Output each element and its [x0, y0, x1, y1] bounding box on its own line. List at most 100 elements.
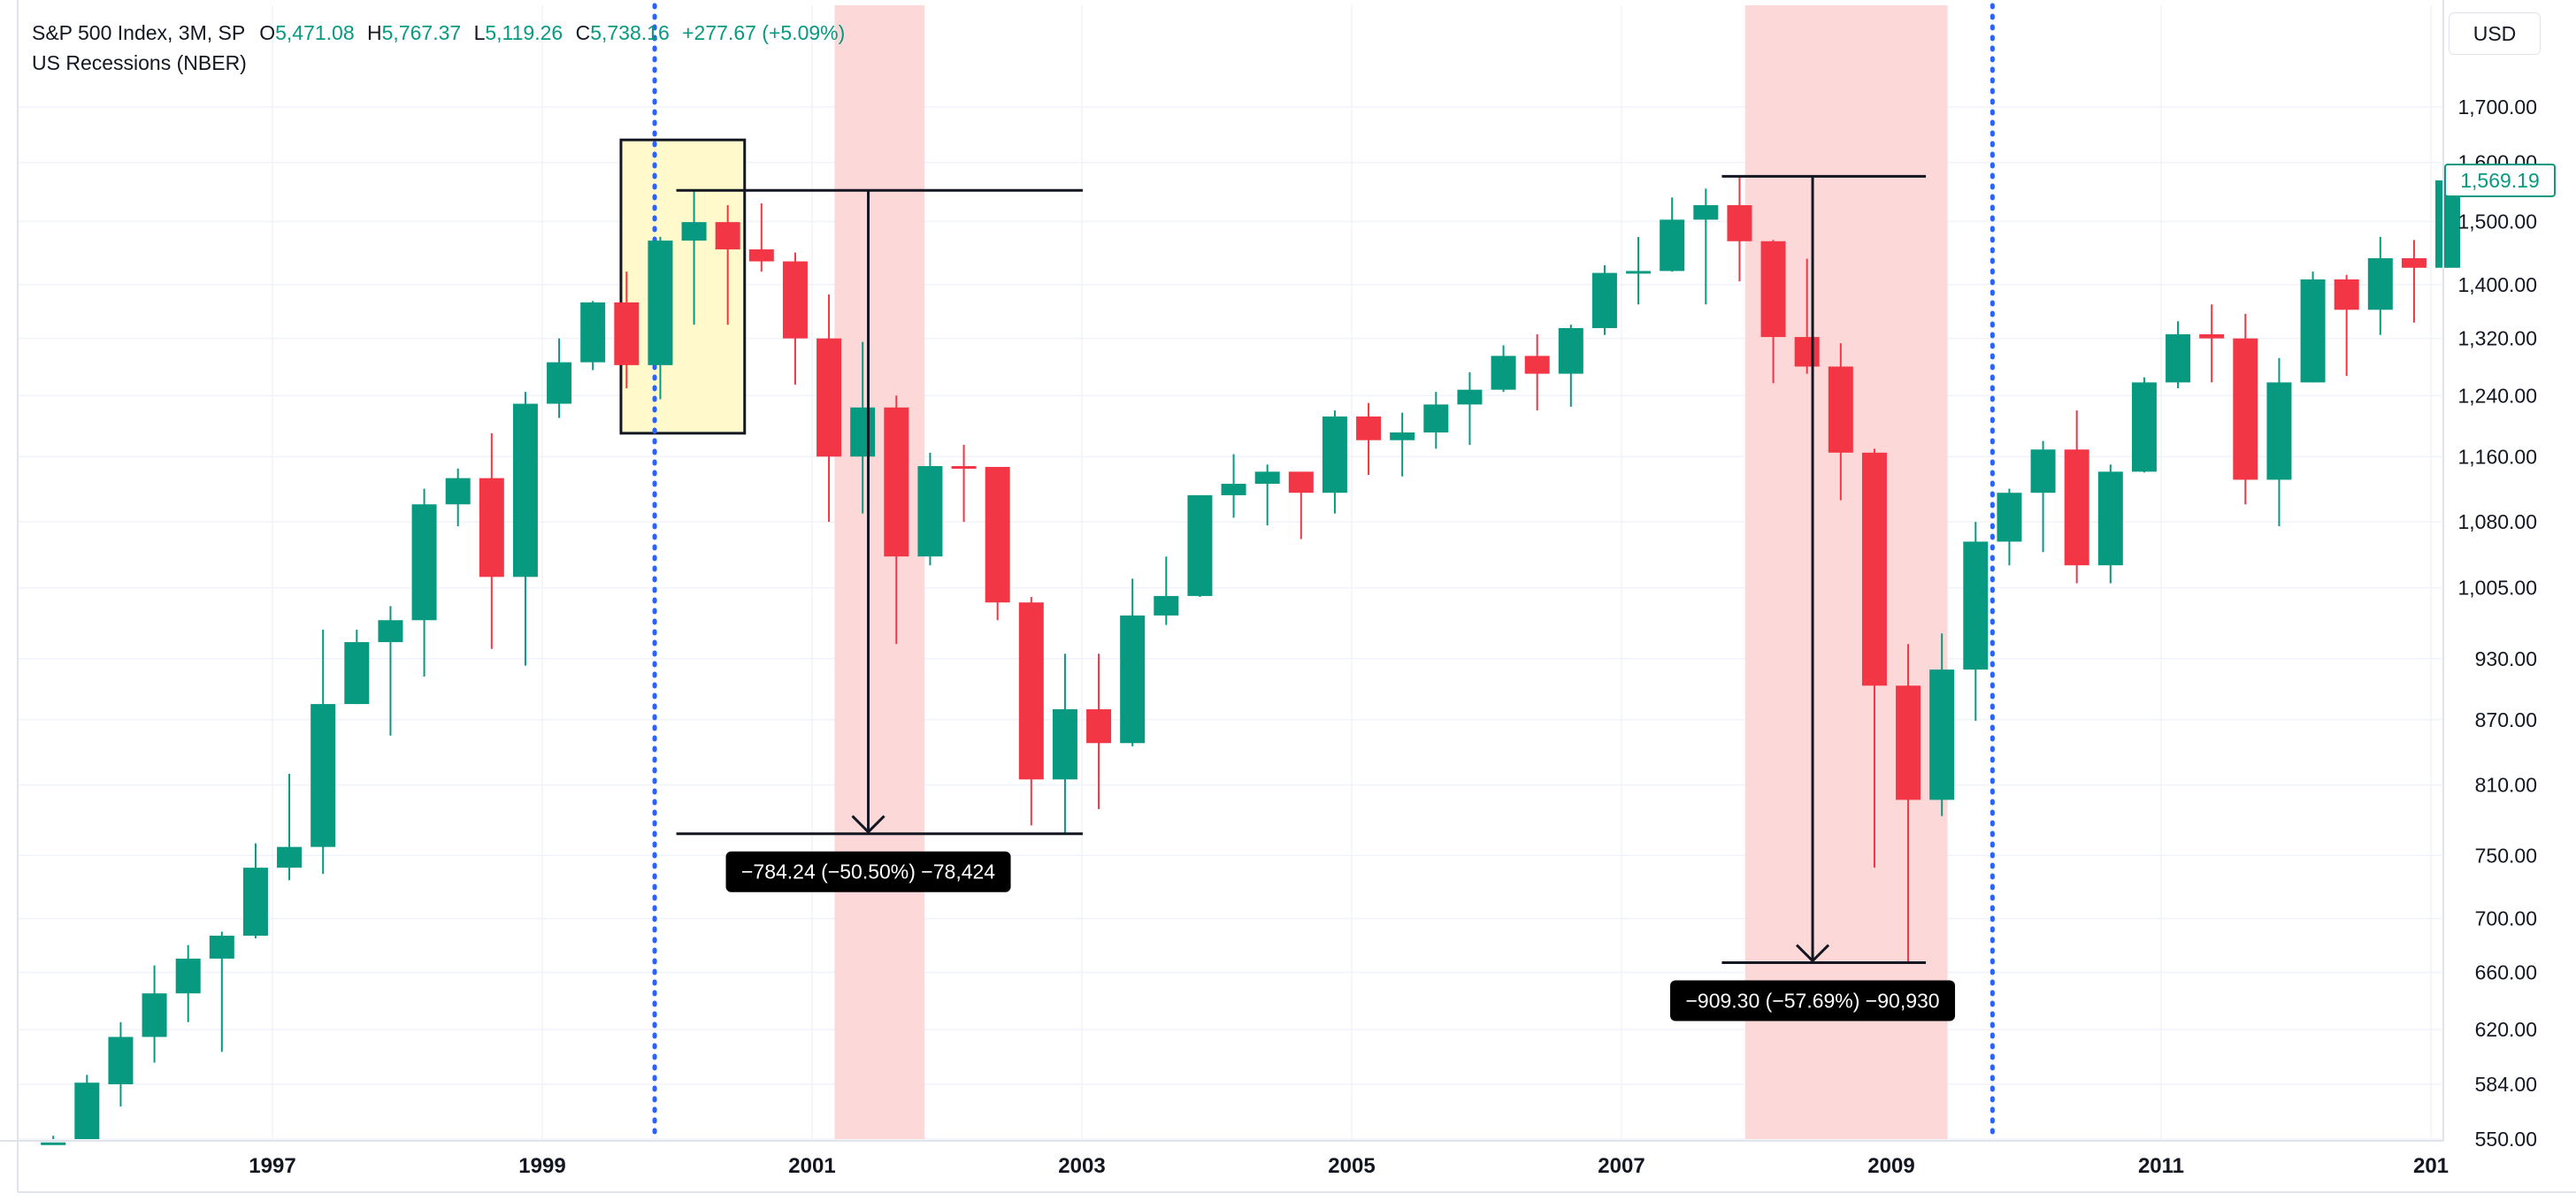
candle-up — [2131, 377, 2157, 473]
candle-body — [1254, 471, 1280, 485]
candle-body — [1052, 708, 1077, 780]
candle-down — [1727, 176, 1752, 282]
y-tick-label: 1,160.00 — [2457, 445, 2537, 468]
last-price-tag: 1,569.19 — [2444, 163, 2556, 197]
candle-up — [2030, 440, 2056, 553]
candle-up — [1154, 556, 1179, 625]
ohlc-row: S&P 500 Index, 3M, SP O5,471.08 H5,767.3… — [32, 18, 845, 48]
candle-body — [512, 403, 538, 578]
candle-body — [378, 620, 403, 643]
candle-up — [1457, 371, 1483, 445]
x-tick-label: 1997 — [249, 1154, 295, 1178]
candle-up — [1221, 454, 1246, 518]
candle-up — [850, 341, 876, 514]
candle-down — [2233, 313, 2258, 505]
candle-up — [41, 1136, 66, 1145]
last-price-value: 1,569.19 — [2460, 169, 2540, 192]
x-tick-label: 2005 — [1328, 1154, 1375, 1178]
candle-up — [1254, 464, 1280, 526]
candle-up — [1997, 488, 2022, 566]
candle-body — [951, 466, 977, 470]
change-value: +277.67 (+5.09%) — [682, 21, 846, 44]
symbol-title[interactable]: S&P 500 Index, 3M, SP — [32, 21, 245, 44]
candle-down — [1794, 258, 1820, 374]
candle-body — [547, 362, 572, 404]
chart-legend: S&P 500 Index, 3M, SP O5,471.08 H5,767.3… — [32, 18, 845, 78]
candle-body — [2097, 471, 2123, 566]
candle-down — [2334, 274, 2359, 377]
candle-body — [1457, 389, 1483, 405]
candle-body — [310, 704, 336, 847]
candle-up — [681, 190, 707, 325]
candles — [41, 176, 2461, 1145]
candle-down — [715, 205, 740, 325]
candle-down — [1896, 644, 1921, 963]
candle-body — [108, 1037, 134, 1084]
currency-button[interactable]: USD — [2449, 12, 2541, 55]
candle-body — [985, 466, 1010, 603]
candle-up — [1929, 633, 1955, 816]
highlight-box-layer — [619, 138, 747, 435]
candle-up — [1187, 494, 1213, 597]
candle-up — [2266, 357, 2292, 526]
candle-up — [917, 452, 943, 566]
candle-up — [512, 392, 538, 666]
measure-label: −909.30 (−57.69%) −90,930 — [1685, 990, 1939, 1013]
candle-up — [648, 236, 673, 400]
candle-body — [1896, 685, 1921, 800]
price-range-measure[interactable]: −784.24 (−50.50%) −78,424 — [676, 188, 1083, 892]
candle-body — [1086, 708, 1112, 744]
candle-body — [917, 466, 943, 557]
candle-body — [1018, 602, 1044, 780]
price-range-measure[interactable]: −909.30 (−57.69%) −90,930 — [1670, 174, 1956, 1021]
candle-down — [614, 272, 640, 389]
candle-body — [648, 241, 673, 365]
candle-down — [1018, 596, 1044, 826]
candle-up — [175, 945, 201, 1022]
low-label: L — [473, 21, 486, 44]
candle-body — [1693, 205, 1719, 220]
measurement-tools[interactable]: −784.24 (−50.50%) −78,424 −909.30 (−57.69… — [676, 174, 1956, 1021]
x-tick-label: 2003 — [1058, 1154, 1105, 1178]
candle-up — [142, 965, 167, 1063]
y-tick-label: 584.00 — [2475, 1073, 2537, 1096]
candle-up — [1491, 345, 1516, 393]
y-tick-label: 1,320.00 — [2457, 327, 2537, 350]
y-tick-label: 1,240.00 — [2457, 384, 2537, 407]
candle-body — [1558, 327, 1583, 374]
open-value: 5,471.08 — [275, 21, 355, 44]
highlight-box[interactable] — [619, 138, 747, 435]
candle-body — [74, 1082, 100, 1139]
y-tick-label: 1,500.00 — [2457, 210, 2537, 233]
candle-body — [175, 958, 201, 994]
indicator-row[interactable]: US Recessions (NBER) — [32, 51, 247, 74]
candle-body — [748, 249, 774, 262]
candle-up — [2300, 272, 2326, 383]
candle-body — [1727, 205, 1752, 241]
candle-up — [1963, 522, 1989, 721]
candle-down — [782, 252, 808, 385]
candle-down — [1828, 343, 1853, 501]
candle-body — [2300, 279, 2326, 383]
candle-down — [2064, 410, 2089, 584]
candle-down — [816, 294, 842, 523]
x-tick-label: 201 — [2413, 1154, 2449, 1178]
y-tick-label: 1,400.00 — [2457, 273, 2537, 296]
candle-up — [1390, 412, 1415, 477]
candle-up — [2097, 464, 2123, 584]
candle-body — [2166, 333, 2191, 383]
candle-body — [1660, 219, 1685, 272]
candle-up — [1626, 236, 1652, 305]
candle-down — [1760, 240, 1786, 384]
candle-down — [884, 395, 909, 645]
candle-down — [1861, 448, 1887, 868]
candle-body — [277, 846, 303, 868]
candle-body — [2030, 449, 2056, 493]
candle-body — [1322, 416, 1347, 493]
candle-down — [1524, 333, 1550, 411]
candle-body — [1828, 366, 1853, 453]
x-tick-label: 2001 — [788, 1154, 835, 1178]
arrow-down-icon — [1795, 944, 1830, 963]
candle-up — [344, 629, 370, 705]
